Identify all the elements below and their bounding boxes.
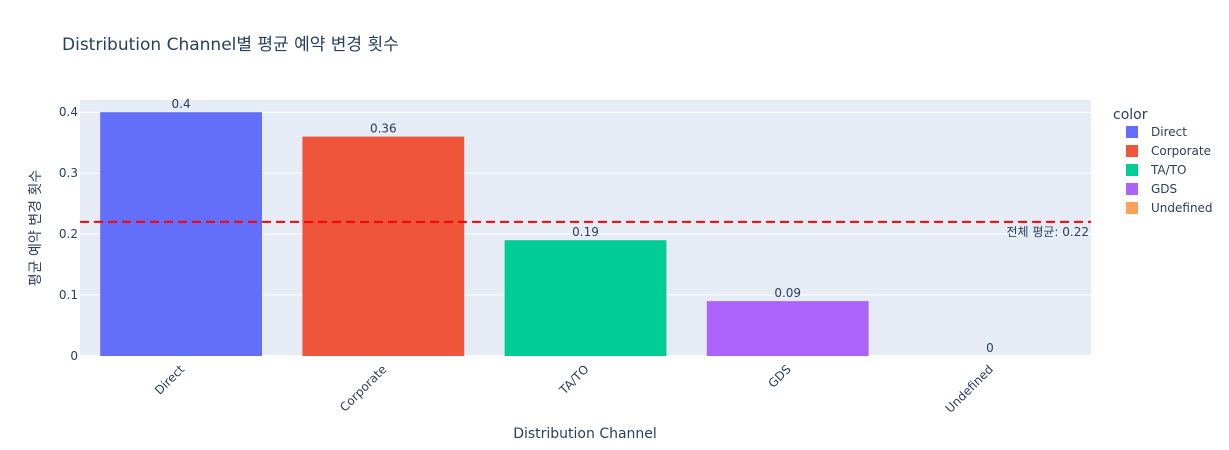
legend-label: Corporate xyxy=(1151,144,1211,158)
legend-label: TA/TO xyxy=(1150,163,1186,177)
legend-title: color xyxy=(1113,107,1148,123)
chart-title: Distribution Channel별 평균 예약 변경 횟수 xyxy=(62,35,399,55)
legend-label: Direct xyxy=(1151,125,1187,139)
x-tick-labels: Direct Corporate TA/TO GDS Undefined xyxy=(152,362,996,416)
legend-swatch xyxy=(1126,164,1138,176)
legend-item-direct[interactable]: Direct xyxy=(1126,125,1187,139)
legend[interactable]: color Direct Corporate TA/TO GDS Undefined xyxy=(1113,107,1213,215)
legend-swatch xyxy=(1126,202,1138,214)
y-tick-label: 0.4 xyxy=(59,105,78,119)
legend-item-corporate[interactable]: Corporate xyxy=(1126,144,1211,158)
legend-label: GDS xyxy=(1151,182,1177,196)
mean-annotation: 전체 평균: 0.22 xyxy=(1006,225,1089,239)
legend-item-gds[interactable]: GDS xyxy=(1126,182,1177,196)
x-tick-label: GDS xyxy=(765,362,793,390)
bar-value-label: 0 xyxy=(986,341,994,355)
legend-swatch xyxy=(1126,145,1138,157)
y-tick-labels: 0 0.1 0.2 0.3 0.4 xyxy=(59,105,78,363)
legend-label: Undefined xyxy=(1151,201,1213,215)
bar-labels: 0.4 0.36 0.19 0.09 0 xyxy=(172,97,994,355)
x-tick-label: Direct xyxy=(152,362,188,398)
bar-ta-to[interactable] xyxy=(504,240,667,356)
bar-value-label: 0.36 xyxy=(370,122,397,136)
bar-value-label: 0.09 xyxy=(774,286,801,300)
x-tick-label: TA/TO xyxy=(556,362,592,398)
y-tick-label: 0 xyxy=(70,349,78,363)
bar-value-label: 0.19 xyxy=(572,225,599,239)
reference-line-group: 전체 평균: 0.22 xyxy=(80,220,1091,239)
bar-corporate[interactable] xyxy=(302,136,465,356)
legend-item-undefined[interactable]: Undefined xyxy=(1126,201,1213,215)
bars xyxy=(100,112,869,356)
legend-item-ta-to[interactable]: TA/TO xyxy=(1126,163,1186,177)
x-tick-label: Undefined xyxy=(943,362,996,415)
legend-swatch xyxy=(1126,183,1138,195)
bar-gds[interactable] xyxy=(706,301,869,356)
y-tick-label: 0.1 xyxy=(59,288,78,302)
bar-value-label: 0.4 xyxy=(172,97,191,111)
x-tick-label: Corporate xyxy=(337,362,389,414)
bar-direct[interactable] xyxy=(100,112,262,356)
y-axis-title: 평균 예약 변경 횟수 xyxy=(28,170,44,287)
y-tick-label: 0.2 xyxy=(59,227,78,241)
legend-swatch xyxy=(1126,126,1138,138)
y-tick-label: 0.3 xyxy=(59,166,78,180)
x-axis-title: Distribution Channel xyxy=(513,426,657,442)
